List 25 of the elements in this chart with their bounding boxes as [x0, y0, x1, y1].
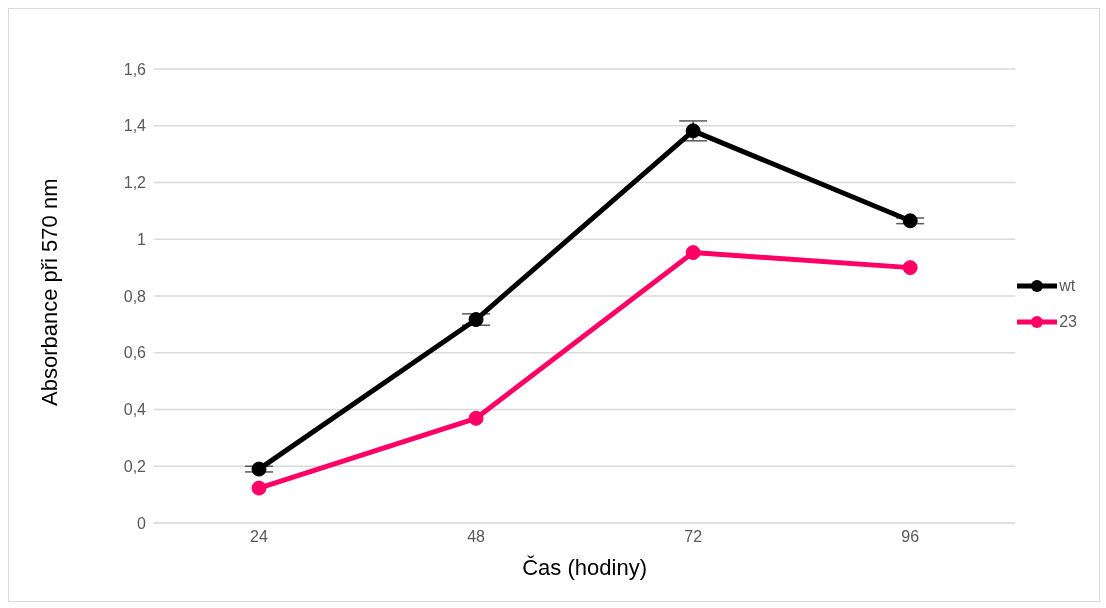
y-tick-label: 1,6: [123, 60, 147, 78]
point: [902, 213, 918, 229]
point: [468, 312, 484, 328]
y-axis-title: Absorbance při 570 nm: [36, 178, 62, 406]
point: [902, 260, 918, 276]
y-tick-label: 1: [137, 230, 147, 248]
y-tick-label: 0,8: [123, 287, 147, 305]
point: [251, 480, 267, 496]
x-tick-label: 24: [250, 528, 268, 546]
point: [685, 245, 701, 261]
x-tick-label: 96: [901, 528, 920, 546]
y-tick-label: 1,2: [123, 174, 147, 192]
x-tick-label: 48: [467, 528, 486, 546]
legend-label: 23: [1059, 313, 1077, 331]
point: [251, 461, 267, 477]
y-tick-label: 0,6: [123, 344, 147, 362]
y-tick-label: 1,4: [123, 117, 147, 135]
x-axis-title: Čas (hodiny): [522, 555, 647, 580]
y-tick-label: 0,2: [123, 457, 147, 475]
point: [685, 123, 701, 139]
point: [468, 410, 484, 426]
y-tick-label: 0,4: [123, 401, 147, 419]
y-tick-label: 0: [137, 514, 147, 532]
x-tick-label: 72: [684, 528, 703, 546]
legend-label: wt: [1059, 277, 1076, 295]
